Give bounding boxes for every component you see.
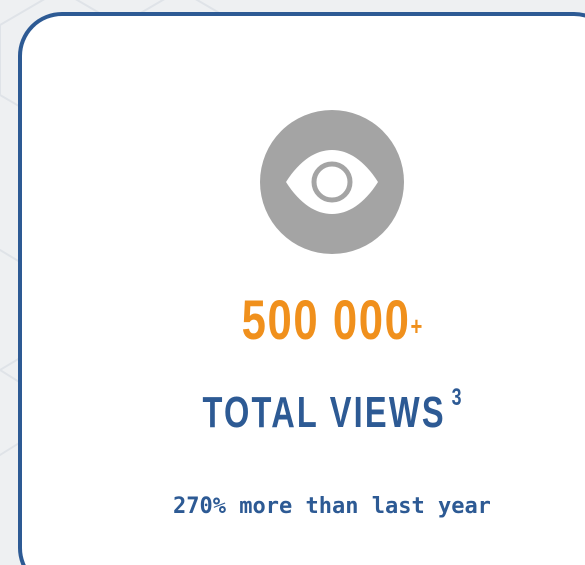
footnote-reference: 3 bbox=[451, 384, 462, 411]
value-number: 500 000 bbox=[241, 288, 411, 351]
label-text: TOTAL VIEWS bbox=[202, 388, 446, 437]
eye-icon bbox=[286, 150, 378, 214]
total-views-label: TOTAL VIEWS 3 bbox=[103, 370, 562, 437]
eye-icon-badge bbox=[260, 110, 404, 254]
growth-note: 270% more than last year bbox=[173, 494, 491, 519]
stat-card: 500 000+ TOTAL VIEWS 3 270% more than las… bbox=[18, 12, 585, 565]
total-views-value: 500 000+ bbox=[90, 284, 574, 356]
value-suffix: + bbox=[410, 311, 423, 341]
